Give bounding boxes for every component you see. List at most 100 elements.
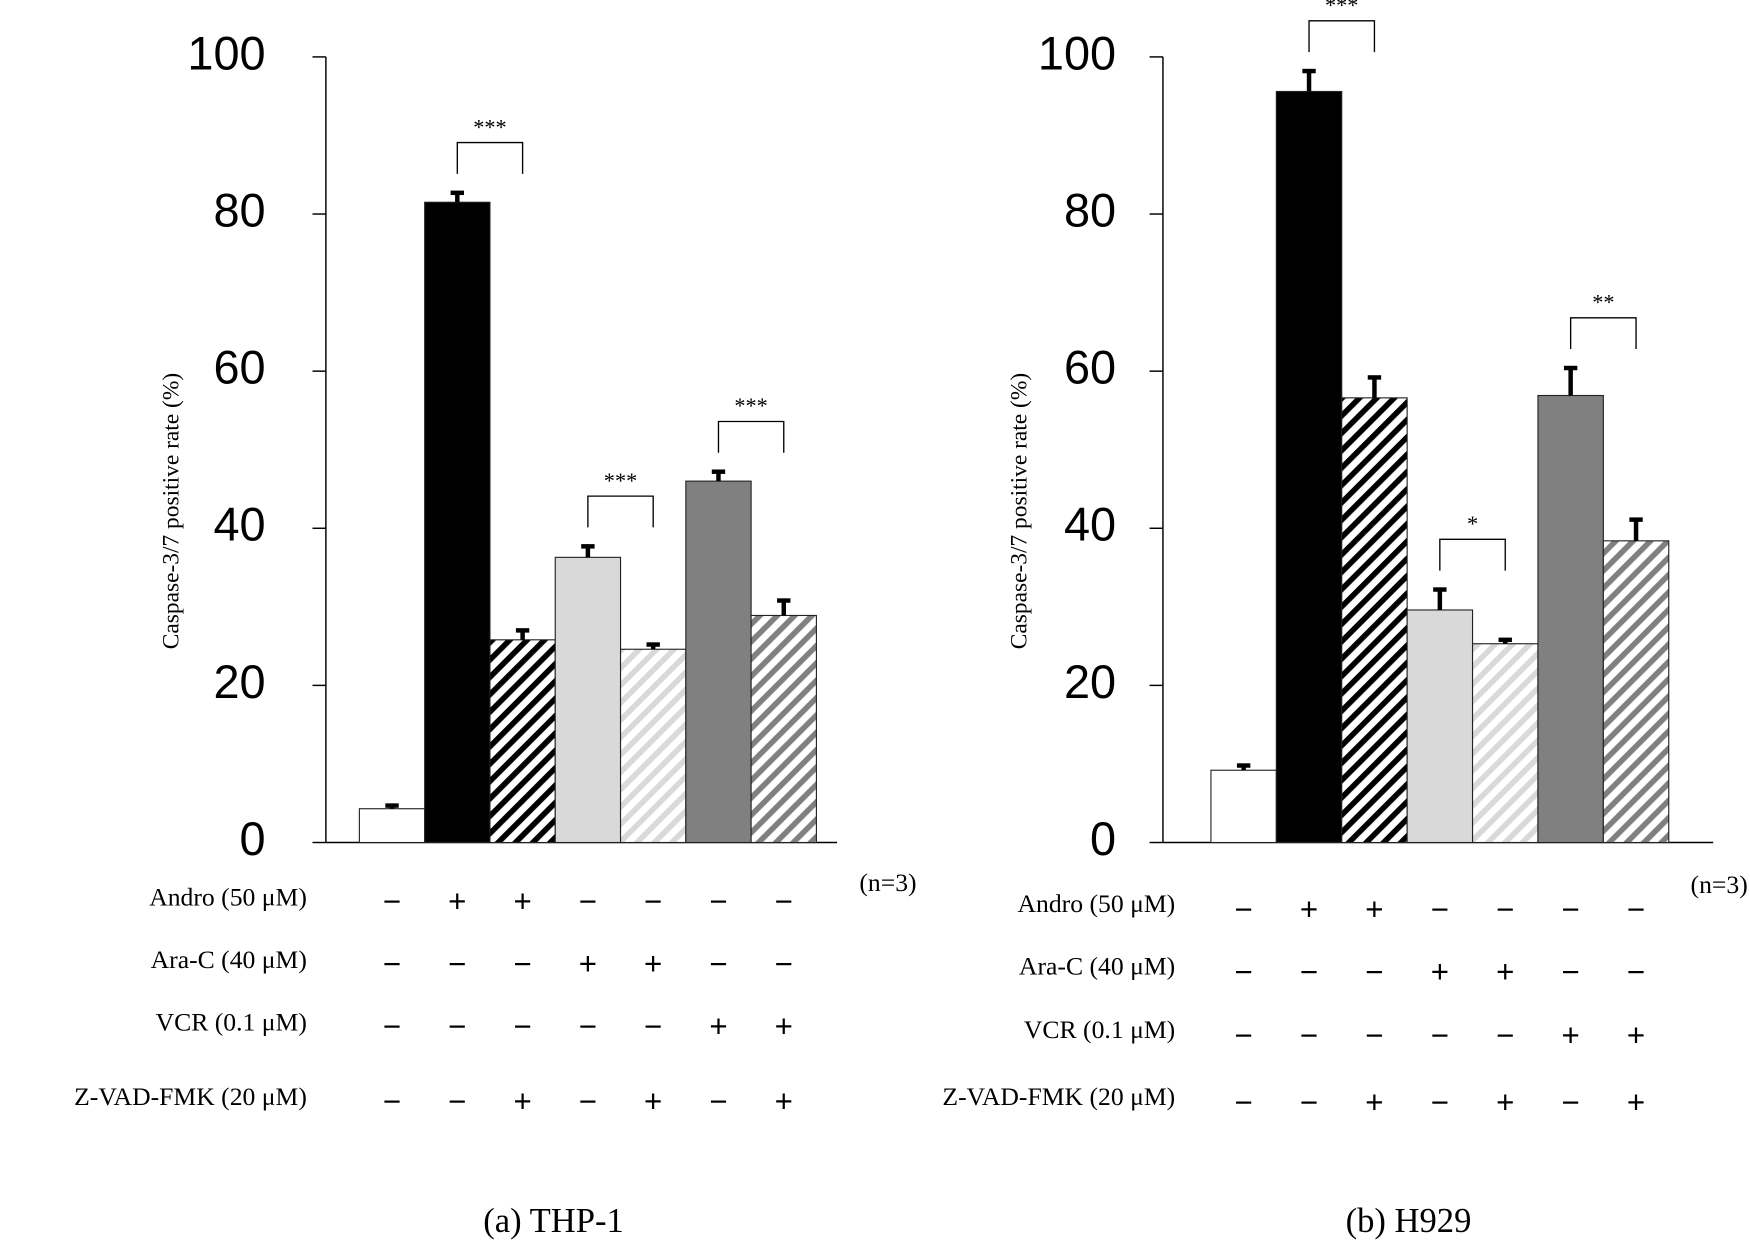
- treatment-sign: −: [383, 947, 401, 982]
- treatment-sign: −: [1300, 1018, 1318, 1053]
- treatment-sign: +: [1627, 1018, 1645, 1053]
- y-tick-label: 100: [187, 27, 265, 79]
- y-tick-label: 20: [213, 656, 265, 708]
- y-tick-label: 40: [213, 499, 265, 551]
- treatment-sign: −: [644, 884, 662, 919]
- y-tick-label: 100: [1038, 27, 1116, 79]
- treatment-sign: −: [1365, 1018, 1383, 1053]
- significance-label: ***: [473, 114, 506, 139]
- significance-label: **: [1592, 290, 1614, 315]
- bar: [554, 556, 622, 844]
- treatment-sign: −: [1431, 1085, 1449, 1120]
- treatment-sign: −: [383, 1084, 401, 1119]
- treatment-sign: −: [1431, 1018, 1449, 1053]
- treatment-label: VCR (0.1 μM): [1024, 1015, 1175, 1044]
- treatment-sign: +: [709, 1009, 727, 1044]
- treatment-sign: +: [1365, 892, 1383, 927]
- significance-bracket: [587, 495, 654, 528]
- bar: [1602, 540, 1670, 844]
- treatment-sign: −: [1562, 892, 1580, 927]
- treatment-sign: −: [448, 947, 466, 982]
- treatment-sign: −: [579, 1009, 597, 1044]
- treatment-sign: −: [1235, 1018, 1253, 1053]
- treatment-sign: −: [1365, 954, 1383, 989]
- treatment-label: VCR (0.1 μM): [156, 1007, 307, 1036]
- bar: [1275, 90, 1343, 844]
- bar: [750, 614, 817, 844]
- sample-note: (n=3): [1691, 870, 1748, 899]
- treatment-label: Z-VAD-FMK (20 μM): [942, 1082, 1175, 1111]
- treatment-sign: +: [1365, 1085, 1383, 1120]
- treatment-sign: +: [513, 884, 531, 919]
- y-axis-label: Caspase-3/7 positive rate (%): [158, 373, 184, 649]
- significance-bracket: [1569, 317, 1637, 350]
- bar: [1471, 643, 1539, 844]
- treatment-label: Ara-C (40 μM): [1019, 951, 1175, 980]
- treatment-sign: −: [579, 1084, 597, 1119]
- treatment-sign: +: [1627, 1085, 1645, 1120]
- treatment-sign: −: [709, 884, 727, 919]
- treatment-sign: −: [1431, 892, 1449, 927]
- significance-bracket: [1308, 20, 1376, 53]
- bar: [358, 808, 426, 844]
- y-tick-label: 20: [1064, 656, 1116, 708]
- bar: [1341, 397, 1408, 844]
- bar: [685, 480, 752, 844]
- treatment-sign: +: [1496, 1085, 1514, 1120]
- treatment-sign: −: [383, 884, 401, 919]
- treatment-sign: −: [1300, 1085, 1318, 1120]
- treatment-label: Andro (50 μM): [149, 882, 307, 911]
- treatment-label: Ara-C (40 μM): [151, 945, 307, 974]
- treatment-sign: +: [775, 1084, 793, 1119]
- treatment-sign: +: [1300, 892, 1318, 927]
- treatment-sign: +: [513, 1084, 531, 1119]
- significance-label: *: [1467, 511, 1478, 536]
- bar: [1406, 609, 1474, 844]
- y-tick-label: 0: [240, 813, 266, 865]
- treatment-sign: −: [1235, 1085, 1253, 1120]
- panel-caption: (a) THP-1: [483, 1202, 624, 1240]
- significance-label: ***: [604, 468, 637, 493]
- treatment-sign: +: [1496, 954, 1514, 989]
- treatment-sign: −: [709, 947, 727, 982]
- bar: [1210, 769, 1277, 844]
- panel-caption: (b) H929: [1346, 1202, 1472, 1240]
- treatment-sign: −: [1300, 954, 1318, 989]
- treatment-sign: +: [775, 1009, 793, 1044]
- treatment-sign: −: [1496, 1018, 1514, 1053]
- treatment-sign: −: [709, 1084, 727, 1119]
- treatment-sign: −: [1562, 954, 1580, 989]
- treatment-sign: +: [579, 947, 597, 982]
- treatment-sign: −: [1562, 1085, 1580, 1120]
- y-tick-label: 40: [1064, 499, 1116, 551]
- significance-bracket: [717, 420, 785, 453]
- treatment-sign: −: [1235, 892, 1253, 927]
- bar: [424, 201, 491, 844]
- significance-bracket: [1439, 538, 1506, 571]
- y-tick-label: 80: [213, 184, 265, 236]
- sample-note: (n=3): [859, 868, 916, 897]
- treatment-sign: −: [775, 947, 793, 982]
- y-tick-label: 80: [1064, 184, 1116, 236]
- treatment-label: Z-VAD-FMK (20 μM): [74, 1082, 307, 1111]
- significance-label: ***: [1325, 0, 1358, 18]
- y-axis-label: Caspase-3/7 positive rate (%): [1007, 373, 1033, 649]
- treatment-sign: −: [513, 1009, 531, 1044]
- treatment-sign: −: [513, 947, 531, 982]
- treatment-sign: −: [1627, 954, 1645, 989]
- treatment-sign: +: [448, 884, 466, 919]
- significance-bracket: [456, 141, 524, 174]
- y-tick-label: 0: [1090, 813, 1116, 865]
- treatment-sign: −: [775, 884, 793, 919]
- bar: [1537, 394, 1604, 844]
- treatment-sign: +: [644, 1084, 662, 1119]
- treatment-sign: −: [1627, 892, 1645, 927]
- treatment-sign: −: [448, 1084, 466, 1119]
- treatment-sign: −: [448, 1009, 466, 1044]
- treatment-sign: +: [1431, 954, 1449, 989]
- treatment-sign: −: [579, 884, 597, 919]
- bar: [619, 648, 687, 844]
- y-tick-label: 60: [1064, 342, 1116, 394]
- y-tick-label: 60: [213, 342, 265, 394]
